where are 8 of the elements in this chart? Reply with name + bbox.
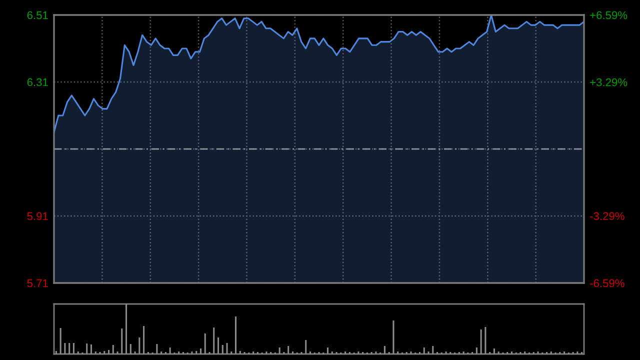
y2-tick-label: -3.29% — [590, 212, 624, 220]
y-tick-label: 5.91 — [27, 212, 48, 220]
y2-tick-label: +6.59% — [590, 11, 628, 20]
y2-tick-label: +3.29% — [590, 78, 628, 86]
y-tick-label: 6.51 — [27, 11, 48, 20]
y-tick-label: 6.31 — [27, 78, 48, 86]
y2-tick-label: -6.59% — [590, 279, 624, 288]
y-tick-label: 5.71 — [27, 279, 48, 288]
